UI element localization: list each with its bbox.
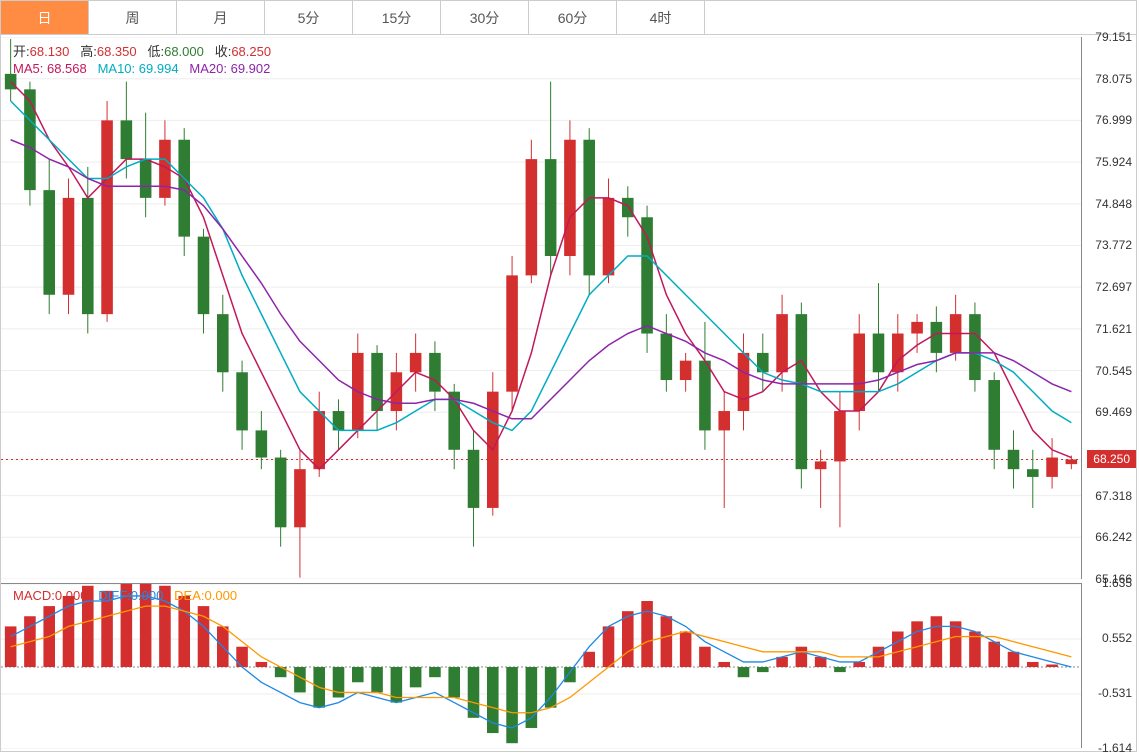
macd-axis: 1.6350.552-0.531-1.614 [1081, 583, 1136, 748]
high-value: 68.350 [97, 44, 137, 59]
macd-value: MACD:0.000 [13, 588, 87, 603]
tab-5分[interactable]: 5分 [265, 1, 353, 34]
price-tick: 69.469 [1095, 405, 1132, 419]
tab-4时[interactable]: 4时 [617, 1, 705, 34]
tab-60分[interactable]: 60分 [529, 1, 617, 34]
close-value: 68.250 [231, 44, 271, 59]
macd-tick: 1.635 [1102, 576, 1132, 590]
close-label: 收: [215, 44, 232, 59]
current-price-tag: 68.250 [1087, 450, 1136, 468]
price-tick: 74.848 [1095, 197, 1132, 211]
price-tick: 67.318 [1095, 489, 1132, 503]
ohlc-bar: 开:68.130 高:68.350 低:68.000 收:68.250 [13, 41, 271, 60]
macd-tick: 0.552 [1102, 631, 1132, 645]
price-tick: 76.999 [1095, 113, 1132, 127]
tab-30分[interactable]: 30分 [441, 1, 529, 34]
price-tick: 70.545 [1095, 364, 1132, 378]
price-tick: 66.242 [1095, 530, 1132, 544]
ma20-label: MA20: 69.902 [189, 61, 270, 76]
ma5-label: MA5: 68.568 [13, 61, 87, 76]
macd-tick: -1.614 [1098, 741, 1132, 755]
price-axis: 79.15178.07576.99975.92474.84873.77272.6… [1081, 37, 1136, 579]
dea-value: DEA:0.000 [174, 588, 237, 603]
tab-周[interactable]: 周 [89, 1, 177, 34]
timeframe-tabs: 日周月5分15分30分60分4时 [1, 1, 1136, 35]
high-label: 高: [80, 44, 97, 59]
price-tick: 75.924 [1095, 155, 1132, 169]
ma-bar: MA5: 68.568 MA10: 69.994 MA20: 69.902 [13, 61, 270, 76]
macd-panel[interactable]: MACD:0.000 DIFF:0.000 DEA:0.000 [1, 583, 1081, 748]
open-value: 68.130 [30, 44, 70, 59]
chart-container: 日周月5分15分30分60分4时 开:68.130 高:68.350 低:68.… [0, 0, 1137, 752]
price-tick: 71.621 [1095, 322, 1132, 336]
macd-label: MACD:0.000 DIFF:0.000 DEA:0.000 [13, 588, 237, 603]
price-tick: 79.151 [1095, 30, 1132, 44]
price-tick: 73.772 [1095, 238, 1132, 252]
diff-value: DIFF:0.000 [98, 588, 163, 603]
open-label: 开: [13, 44, 30, 59]
macd-tick: -0.531 [1098, 686, 1132, 700]
ma10-label: MA10: 69.994 [98, 61, 179, 76]
low-label: 低: [147, 44, 164, 59]
price-tick: 78.075 [1095, 72, 1132, 86]
tab-15分[interactable]: 15分 [353, 1, 441, 34]
candlestick-chart[interactable] [1, 37, 1081, 579]
price-tick: 72.697 [1095, 280, 1132, 294]
tab-日[interactable]: 日 [1, 1, 89, 34]
tab-月[interactable]: 月 [177, 1, 265, 34]
low-value: 68.000 [164, 44, 204, 59]
